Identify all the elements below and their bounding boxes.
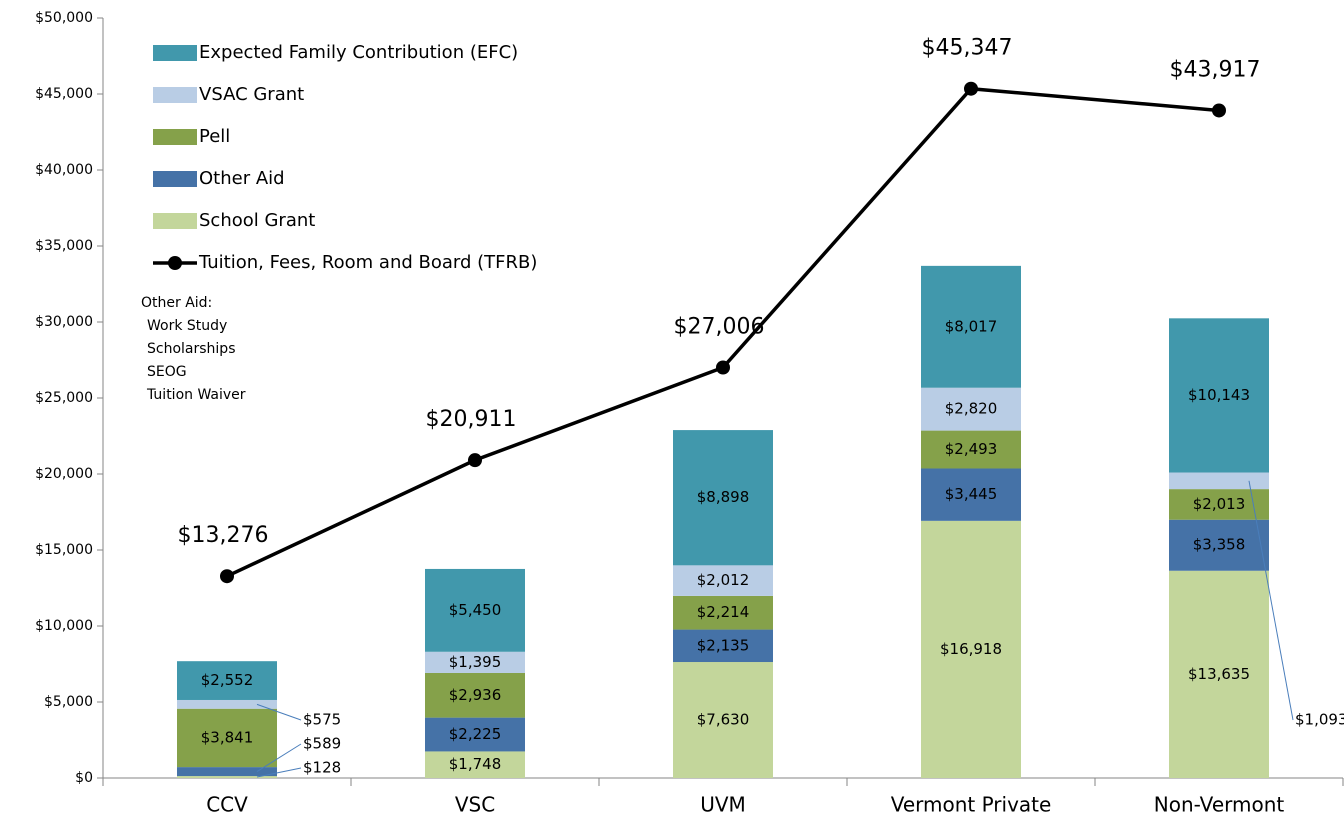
legend-label: School Grant [199,210,315,231]
legend-label: Other Aid [199,168,285,189]
value-label: $2,012 [697,571,750,589]
value-label: $575 [303,711,341,729]
value-label: $1,093 [1295,711,1344,729]
bar-segment [673,595,773,630]
legend-swatch [153,171,197,187]
value-label: $1,748 [449,755,502,773]
line-value-label: $20,911 [426,407,517,432]
bar-segment [177,776,277,778]
annotation: Scholarships [147,341,235,357]
y-tick-label: $25,000 [35,390,93,406]
value-label: $7,630 [697,711,750,729]
annotation: Other Aid: [141,295,212,311]
annotation: SEOG [147,364,187,380]
value-label: $16,918 [940,640,1002,658]
bar-segment [921,468,1021,521]
line-value-label: $45,347 [922,36,1013,61]
value-label: $2,135 [697,636,750,654]
line-value-label: $13,276 [178,523,269,548]
y-tick-label: $40,000 [35,162,93,178]
bar-segment [921,520,1021,778]
bar-segment [425,751,525,778]
value-label: $3,841 [201,728,254,746]
value-label: $589 [303,735,341,753]
line-marker [964,81,978,96]
y-tick-label: $15,000 [35,542,93,558]
value-label: $13,635 [1188,665,1250,683]
bar-segment [425,651,525,673]
bar-segment [425,672,525,718]
line-marker [1212,103,1226,118]
value-label: $2,013 [1193,495,1246,513]
value-label: $128 [303,759,341,777]
x-tick-label: Non-Vermont [1154,793,1285,817]
leader-line [256,767,302,778]
bar-segment [425,568,525,652]
bar-segment [673,662,773,778]
value-label: $1,395 [449,653,502,671]
bar-segment [921,265,1021,388]
x-tick-label: UVM [700,793,746,817]
bar-segment [921,387,1021,431]
x-tick-label: VSC [455,793,495,817]
line-value-label: $43,917 [1170,57,1261,82]
x-tick-label: CCV [206,793,248,817]
legend-swatch [153,45,197,61]
bar-segment [177,661,277,700]
legend-label: VSAC Grant [199,84,304,105]
value-label: $10,143 [1188,386,1250,404]
value-label: $2,225 [449,725,502,743]
leader-line [1248,480,1294,721]
line-marker [716,360,730,375]
line-marker [468,453,482,468]
legend-label: Pell [199,126,230,147]
bar-segment [1169,472,1269,490]
y-tick-label: $30,000 [35,314,93,330]
legend-swatch [153,87,197,103]
leader-line [256,703,302,721]
bar-segment [1169,489,1269,520]
y-tick-label: $20,000 [35,466,93,482]
value-label: $2,214 [697,603,750,621]
bar-segment [1169,318,1269,473]
bar-segment [673,565,773,596]
bar-segment [177,699,277,709]
annotation: Tuition Waiver [146,387,246,403]
y-tick-label: $45,000 [35,86,93,102]
bar-segment [1169,570,1269,778]
bar-segment [1169,519,1269,571]
bar-segment [177,767,277,777]
y-tick-label: $35,000 [35,238,93,254]
legend-label: Expected Family Contribution (EFC) [199,42,518,63]
value-label: $8,898 [697,488,750,506]
leader-line [256,743,302,773]
bar-segment [673,629,773,663]
value-label: $3,445 [945,485,998,503]
value-label: $2,820 [945,400,998,418]
value-label: $8,017 [945,317,998,335]
line-value-label: $27,006 [674,315,765,340]
legend-marker [168,256,182,270]
value-label: $5,450 [449,601,502,619]
legend-swatch [153,129,197,145]
bar-segment [177,708,277,768]
line-marker [220,569,234,584]
bar-segment [425,717,525,752]
legend-swatch [153,213,197,229]
annotation: Work Study [147,318,227,334]
bar-segment [921,430,1021,469]
y-tick-label: $5,000 [44,694,93,710]
y-tick-label: $10,000 [35,618,93,634]
bar-segment [673,430,773,566]
value-label: $2,552 [201,671,254,689]
y-tick-label: $0 [75,770,93,786]
value-label: $3,358 [1193,536,1246,554]
value-label: $2,936 [449,686,502,704]
legend-label: Tuition, Fees, Room and Board (TFRB) [198,252,537,273]
y-tick-label: $50,000 [35,10,93,26]
value-label: $2,493 [945,440,998,458]
x-tick-label: Vermont Private [891,793,1052,817]
